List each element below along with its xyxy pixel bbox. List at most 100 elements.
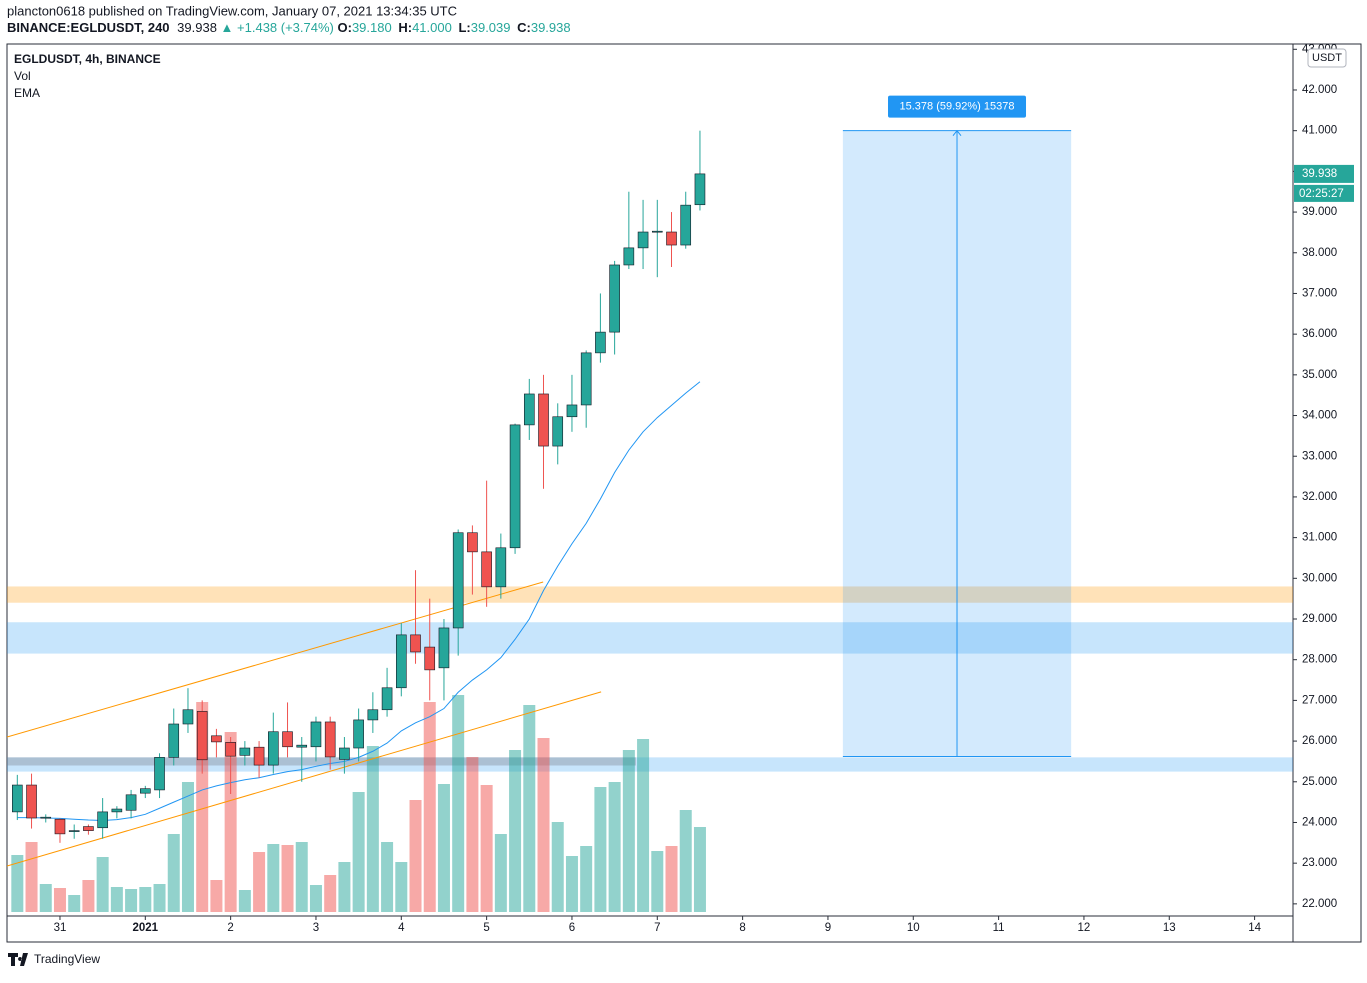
volume-bar xyxy=(281,845,294,912)
currency: USDT xyxy=(1312,52,1342,64)
y-tick-label: 38.000 xyxy=(1302,247,1337,259)
x-tick-label: 3 xyxy=(313,922,319,934)
volume-bar xyxy=(480,785,493,912)
candle-body xyxy=(83,826,94,831)
y-tick-label: 42.000 xyxy=(1302,84,1337,96)
volume-bar xyxy=(295,842,308,912)
volume-bar xyxy=(693,827,706,912)
volume-bar xyxy=(338,862,351,912)
volume-bar xyxy=(210,880,223,912)
candle-body xyxy=(424,646,436,671)
y-tick-label: 23.000 xyxy=(1302,857,1337,869)
candle-body xyxy=(111,808,123,813)
y-tick-label: 28.000 xyxy=(1302,654,1337,666)
volume-bar xyxy=(82,880,95,912)
candle-body xyxy=(26,784,37,819)
x-tick-label: 10 xyxy=(907,922,920,934)
volume-bar xyxy=(423,702,436,912)
candle-body xyxy=(623,247,635,266)
position-label-bg xyxy=(888,95,1027,118)
ohlc-value: 39.039 xyxy=(471,20,511,35)
volume-bar xyxy=(637,739,650,912)
volume-bar xyxy=(523,705,536,912)
ohlc-value: 39.180 xyxy=(352,20,392,35)
candle-body xyxy=(182,709,194,725)
candle-body xyxy=(694,173,706,206)
y-tick-label: 22.000 xyxy=(1302,898,1337,910)
candle-body xyxy=(367,709,379,721)
zone xyxy=(7,622,1293,654)
volume-bar xyxy=(509,750,522,912)
candle-body xyxy=(410,634,421,653)
volume-bar xyxy=(452,695,465,912)
volume-bar xyxy=(153,884,166,912)
x-tick-label: 7 xyxy=(654,922,660,934)
ohlc-value: 39.938 xyxy=(531,20,571,35)
volume-bar xyxy=(580,846,593,912)
volume-bar xyxy=(224,732,237,912)
y-tick-label: 37.000 xyxy=(1302,287,1337,299)
ohlc-key: H: xyxy=(398,20,412,35)
volume-bar xyxy=(110,887,123,912)
position-label: 15.378 (59.92%) 15378 xyxy=(900,101,1015,113)
y-tick-label: 31.000 xyxy=(1302,532,1337,544)
y-tick-label: 25.000 xyxy=(1302,776,1337,788)
candle-body xyxy=(339,747,350,760)
candle-body xyxy=(538,393,549,447)
x-tick-label: 2 xyxy=(227,922,233,934)
volume-bar xyxy=(622,750,635,912)
candle-body xyxy=(168,723,180,758)
volume-bar xyxy=(466,757,479,912)
candle-body xyxy=(296,744,308,748)
candle-body xyxy=(282,731,293,748)
candle-body xyxy=(452,532,464,629)
volume-bar xyxy=(437,784,450,912)
volume-bar xyxy=(53,888,66,912)
volume-bar xyxy=(125,889,138,912)
y-tick-label: 33.000 xyxy=(1302,450,1337,462)
y-tick-label: 36.000 xyxy=(1302,328,1337,340)
candle-body xyxy=(680,204,692,246)
candle-body xyxy=(211,735,222,743)
volume-bar xyxy=(665,846,678,912)
x-tick-label: 6 xyxy=(569,922,575,934)
volume-bar xyxy=(25,842,38,912)
x-tick-label: 11 xyxy=(993,922,1005,934)
volume-bar xyxy=(238,890,251,912)
volume-bar xyxy=(167,834,180,912)
volume-bar xyxy=(267,844,280,912)
y-tick-label: 30.000 xyxy=(1302,572,1337,584)
volume-bar xyxy=(253,852,266,912)
candle-body xyxy=(580,352,592,406)
y-tick-label: 35.000 xyxy=(1302,369,1337,381)
ohlc-value: 41.000 xyxy=(412,20,452,35)
plot-area xyxy=(7,129,1293,912)
y-tick-label: 29.000 xyxy=(1302,613,1337,625)
footer: TradingView xyxy=(34,952,100,966)
candle-body xyxy=(637,231,649,249)
last-price: 39.938 xyxy=(1302,168,1337,180)
candle-body xyxy=(68,830,80,832)
candle-body xyxy=(125,794,137,811)
volume-bar xyxy=(68,895,81,912)
x-tick-label: 14 xyxy=(1248,922,1261,934)
zone xyxy=(7,757,636,766)
ohlc-key: O: xyxy=(338,20,352,35)
x-tick-label: 8 xyxy=(739,922,745,934)
volume-bar xyxy=(594,787,607,912)
y-tick-label: 24.000 xyxy=(1302,817,1337,829)
candle-body xyxy=(666,231,677,246)
y-tick-label: 27.000 xyxy=(1302,694,1337,706)
volume-bar xyxy=(537,738,550,912)
volume-bar xyxy=(11,855,24,912)
candle-body xyxy=(381,687,393,711)
candle-body xyxy=(324,721,336,758)
countdown-tag xyxy=(1294,184,1354,202)
currency-box xyxy=(1307,48,1347,68)
legend-vol: Vol xyxy=(14,69,31,83)
last: 39.938 xyxy=(177,20,217,35)
candle-body xyxy=(310,721,322,748)
x-tick-label: 13 xyxy=(1163,922,1176,934)
volume-bar xyxy=(679,810,692,912)
